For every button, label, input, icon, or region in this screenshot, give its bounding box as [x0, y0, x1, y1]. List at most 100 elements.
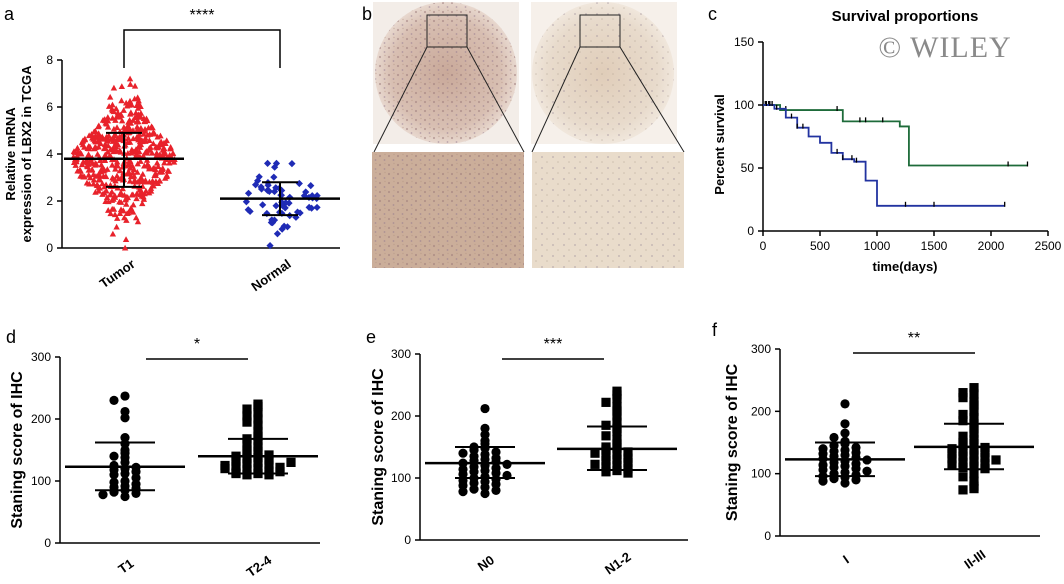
tumor-point	[92, 132, 99, 139]
chart-d: 0 100 200 300 T1 T2-4 * Staning score of IHC	[9, 336, 320, 580]
circle-point	[840, 428, 850, 438]
square-point	[590, 459, 600, 469]
tumor-point	[146, 137, 153, 144]
y-tick-label: 4	[46, 147, 53, 161]
x-tick-label: T2-4	[244, 552, 275, 580]
square-point	[958, 451, 968, 461]
chart-f: 0 100 200 300 I II-III ** Staning score of IHC	[724, 330, 1040, 572]
tumor-point	[81, 135, 89, 142]
tumor-point	[92, 138, 99, 145]
tumor-point	[134, 160, 141, 167]
y-tick-label: 300	[391, 347, 411, 361]
tumor-point	[138, 137, 146, 143]
tumor-point	[134, 178, 142, 185]
circle-point	[840, 399, 850, 409]
tumor-point	[156, 151, 164, 158]
circle-point	[109, 470, 119, 480]
y-tick-label: 2	[46, 194, 53, 208]
square-point	[958, 462, 968, 473]
normal-point	[307, 182, 315, 190]
tumor-point	[150, 140, 157, 147]
tumor-point	[134, 105, 142, 111]
y-tick-label: 100	[751, 467, 771, 481]
normal-point	[285, 199, 293, 207]
x-axis-label: time(days)	[872, 259, 937, 274]
tumor-point	[95, 183, 102, 190]
chart-a: 0 2 4 6 8 Tumor Normal **** Relative mRNA express…	[3, 7, 340, 294]
square-point	[242, 454, 252, 464]
y-tick-label: 0	[747, 224, 754, 238]
tumor-point	[109, 205, 116, 212]
square-point	[623, 468, 633, 478]
tumor-point	[135, 113, 143, 119]
tumor-point	[132, 109, 140, 116]
circle-point	[469, 484, 479, 494]
square-point	[601, 431, 611, 441]
tumor-point	[141, 190, 148, 197]
tumor-point	[137, 158, 144, 164]
square-point	[947, 460, 957, 470]
tumor-point	[119, 185, 126, 192]
normal-point	[278, 225, 286, 233]
square-point	[601, 397, 611, 407]
tumor-point	[102, 119, 109, 126]
tumor-point	[131, 95, 138, 102]
tumor-point	[107, 191, 114, 197]
tumor-point	[151, 166, 159, 173]
normal-point	[282, 199, 290, 207]
tumor-point	[110, 125, 118, 132]
square-point	[958, 485, 968, 495]
tumor-point	[79, 158, 87, 165]
tumor-point	[85, 151, 92, 157]
square-point	[623, 457, 633, 468]
tumor-point	[107, 145, 114, 152]
tumor-point	[105, 103, 113, 109]
ihc-core-normal-texture	[532, 2, 674, 144]
tumor-point	[91, 144, 99, 151]
normal-point	[265, 187, 273, 195]
tumor-point	[95, 130, 102, 136]
x-tick-label: Normal	[248, 256, 293, 294]
normal-point	[295, 179, 303, 188]
normal-point	[288, 160, 296, 168]
circle-point	[829, 432, 839, 443]
survival-curve-0	[763, 104, 1028, 167]
tumor-point	[123, 217, 130, 223]
tumor-point	[144, 117, 151, 124]
tumor-point	[99, 191, 106, 197]
tumor-point	[111, 211, 119, 218]
ihc-images	[372, 2, 685, 268]
tumor-point	[160, 146, 167, 153]
watermark: © WILEY	[878, 31, 1011, 64]
tumor-point	[73, 145, 81, 152]
normal-point	[313, 203, 321, 212]
tumor-point	[104, 137, 111, 144]
y-tick-label: 200	[391, 409, 411, 423]
x-tick-label: T1	[115, 556, 136, 577]
tumor-point	[107, 210, 114, 217]
tumor-point	[130, 178, 138, 185]
square-point	[958, 431, 968, 441]
tumor-point	[116, 167, 124, 174]
tumor-point	[127, 173, 135, 180]
square-point	[264, 470, 274, 480]
square-point	[612, 406, 622, 416]
square-point	[253, 402, 263, 412]
y-axis-label-line1: Relative mRNA	[3, 107, 18, 201]
tumor-point	[90, 176, 98, 183]
y-tick-label: 100	[734, 98, 754, 112]
tumor-point	[89, 134, 96, 141]
square-point	[590, 448, 600, 458]
y-axis-label-line2: expression of LBX2 in TCGA	[19, 65, 34, 243]
y-tick-label: 8	[46, 53, 53, 67]
square-point	[980, 459, 990, 469]
normal-point	[264, 181, 272, 189]
tumor-point	[90, 180, 97, 187]
tumor-point	[124, 124, 131, 131]
x-tick-label: II-III	[961, 547, 988, 572]
normal-point	[277, 191, 286, 199]
square-point	[958, 409, 968, 420]
tumor-point	[114, 113, 122, 120]
tumor-point	[139, 200, 146, 207]
y-tick-label: 100	[391, 471, 411, 485]
